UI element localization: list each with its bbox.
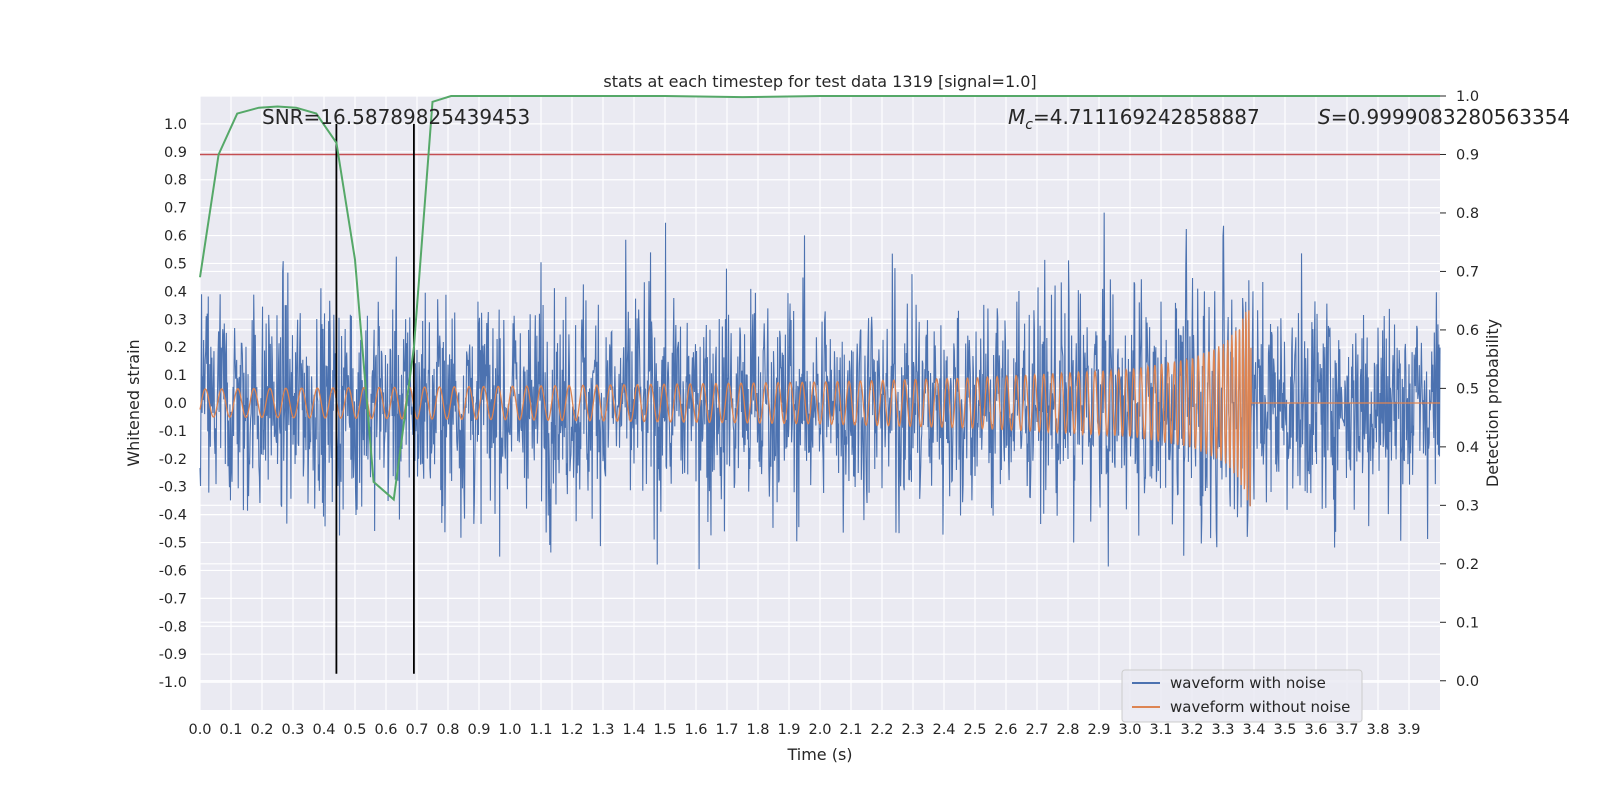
x-tick-label: 2.4 xyxy=(932,722,955,738)
stat-s-value: =0.9999083280563354 xyxy=(1331,105,1570,129)
x-tick-label: 0.2 xyxy=(250,722,273,738)
y2-tick-label: 0.9 xyxy=(1456,147,1479,163)
x-tick-label: 0.4 xyxy=(312,722,335,738)
y-tick-label: 0.6 xyxy=(164,229,187,245)
y-tick-label: 1.0 xyxy=(164,117,187,133)
y2-axis-label: Detection probability xyxy=(1483,319,1502,487)
y-tick-label: -0.4 xyxy=(159,508,187,524)
series-detection-probability xyxy=(199,95,1440,502)
x-tick-label: 2.9 xyxy=(1087,722,1110,738)
x-tick-label: 1.5 xyxy=(653,722,676,738)
x-axis-label: Time (s) xyxy=(786,745,852,764)
chirp-mass-symbol: M xyxy=(1008,105,1025,129)
y-tick-label: 0.2 xyxy=(164,340,187,356)
y2-tick-label: 0.7 xyxy=(1456,264,1479,280)
y-tick-label: 0.9 xyxy=(164,145,187,161)
y-tick-label: -0.6 xyxy=(159,563,187,579)
x-tick-label: 2.1 xyxy=(839,722,862,738)
x-tick-label: 0.6 xyxy=(374,722,397,738)
detection-probability-line xyxy=(199,95,1440,502)
y2-tick-label: 1.0 xyxy=(1456,89,1479,105)
y2-tick-label: 0.2 xyxy=(1456,557,1479,573)
x-tick-label: 3.1 xyxy=(1149,722,1172,738)
chart-title: stats at each timestep for test data 131… xyxy=(603,72,1036,91)
x-tick-label: 3.4 xyxy=(1242,722,1265,738)
y-tick-label: 0.8 xyxy=(164,173,187,189)
x-tick-label: 0.8 xyxy=(436,722,459,738)
x-tick-label: 1.0 xyxy=(498,722,521,738)
y-tick-label: -0.8 xyxy=(159,619,187,635)
y2-tick-label: 0.8 xyxy=(1456,206,1479,222)
x-tick-label: 0.3 xyxy=(281,722,304,738)
stat-s-symbol: S xyxy=(1318,105,1331,129)
x-tick-label: 2.8 xyxy=(1056,722,1079,738)
x-tick-label: 3.0 xyxy=(1118,722,1141,738)
x-tick-label: 3.3 xyxy=(1211,722,1234,738)
x-tick-label: 1.3 xyxy=(591,722,614,738)
x-tick-label: 3.7 xyxy=(1335,722,1358,738)
x-tick-label: 2.5 xyxy=(963,722,986,738)
y-tick-label: -0.9 xyxy=(159,647,187,663)
x-tick-label: 1.6 xyxy=(684,722,707,738)
legend-box xyxy=(1121,669,1363,723)
x-tick-label: 2.3 xyxy=(901,722,924,738)
chirp-mass-annotation: Mc=4.711169242858887 xyxy=(1008,105,1260,133)
y2-tick-label: 0.3 xyxy=(1456,498,1479,514)
x-tick-label: 3.6 xyxy=(1304,722,1327,738)
y-tick-label: 0.5 xyxy=(164,256,187,272)
x-tick-label: 3.9 xyxy=(1397,722,1420,738)
y-tick-label: -0.7 xyxy=(159,591,187,607)
x-tick-label: 1.7 xyxy=(715,722,738,738)
x-tick-label: 1.8 xyxy=(746,722,769,738)
x-tick-label: 0.5 xyxy=(343,722,366,738)
y-tick-label: -0.5 xyxy=(159,536,187,552)
chirp-mass-value: =4.711169242858887 xyxy=(1033,105,1260,129)
x-tick-label: 0.1 xyxy=(219,722,242,738)
y2-tick-label: 0.6 xyxy=(1456,323,1479,339)
x-tick-label: 1.1 xyxy=(529,722,552,738)
y-tick-label: 0.4 xyxy=(164,284,187,300)
legend-label-noise: waveform with noise xyxy=(1170,674,1326,692)
x-tick-label: 2.6 xyxy=(994,722,1017,738)
tick-labels: 0.0 0.1 0.2 0.3 0.4 0.5 0.6 0.7 0.8 0.9 1.0 1.1 1.2 1… xyxy=(159,89,1479,738)
chirp-mass-subscript: c xyxy=(1025,117,1033,133)
y-tick-label: 0.3 xyxy=(164,312,187,328)
x-tick-label: 1.4 xyxy=(622,722,645,738)
x-tick-label: 2.0 xyxy=(808,722,831,738)
y2-tick-label: 0.0 xyxy=(1456,674,1479,690)
x-tick-label: 0.7 xyxy=(405,722,428,738)
y-tick-label: -0.1 xyxy=(159,424,187,440)
x-tick-label: 2.7 xyxy=(1025,722,1048,738)
overlays xyxy=(200,123,1440,674)
x-tick-label: 0.0 xyxy=(188,722,211,738)
legend-label-clean: waveform without noise xyxy=(1170,698,1350,716)
y-tick-label: 0.1 xyxy=(164,368,187,384)
x-tick-label: 1.2 xyxy=(560,722,583,738)
legend: waveform with noise waveform without noi… xyxy=(1121,669,1363,723)
y-tick-label: -0.3 xyxy=(159,480,187,496)
x-tick-label: 3.5 xyxy=(1273,722,1296,738)
x-tick-label: 0.9 xyxy=(467,722,490,738)
y2-tick-label: 0.1 xyxy=(1456,615,1479,631)
y-axis-label: Whitened strain xyxy=(124,339,143,466)
y2-tick-label: 0.4 xyxy=(1456,440,1479,456)
y-tick-label: 0.0 xyxy=(164,396,187,412)
y-tick-label: -1.0 xyxy=(159,675,187,691)
x-tick-label: 2.2 xyxy=(870,722,893,738)
x-tick-label: 3.2 xyxy=(1180,722,1203,738)
y-tick-label: -0.2 xyxy=(159,452,187,468)
stat-s-annotation: S=0.9999083280563354 xyxy=(1318,105,1570,129)
x-tick-label: 3.8 xyxy=(1366,722,1389,738)
y-tick-label: 0.7 xyxy=(164,201,187,217)
snr-annotation: SNR=16.58789825439453 xyxy=(262,105,530,129)
y2-tick-label: 0.5 xyxy=(1456,381,1479,397)
x-tick-label: 1.9 xyxy=(777,722,800,738)
